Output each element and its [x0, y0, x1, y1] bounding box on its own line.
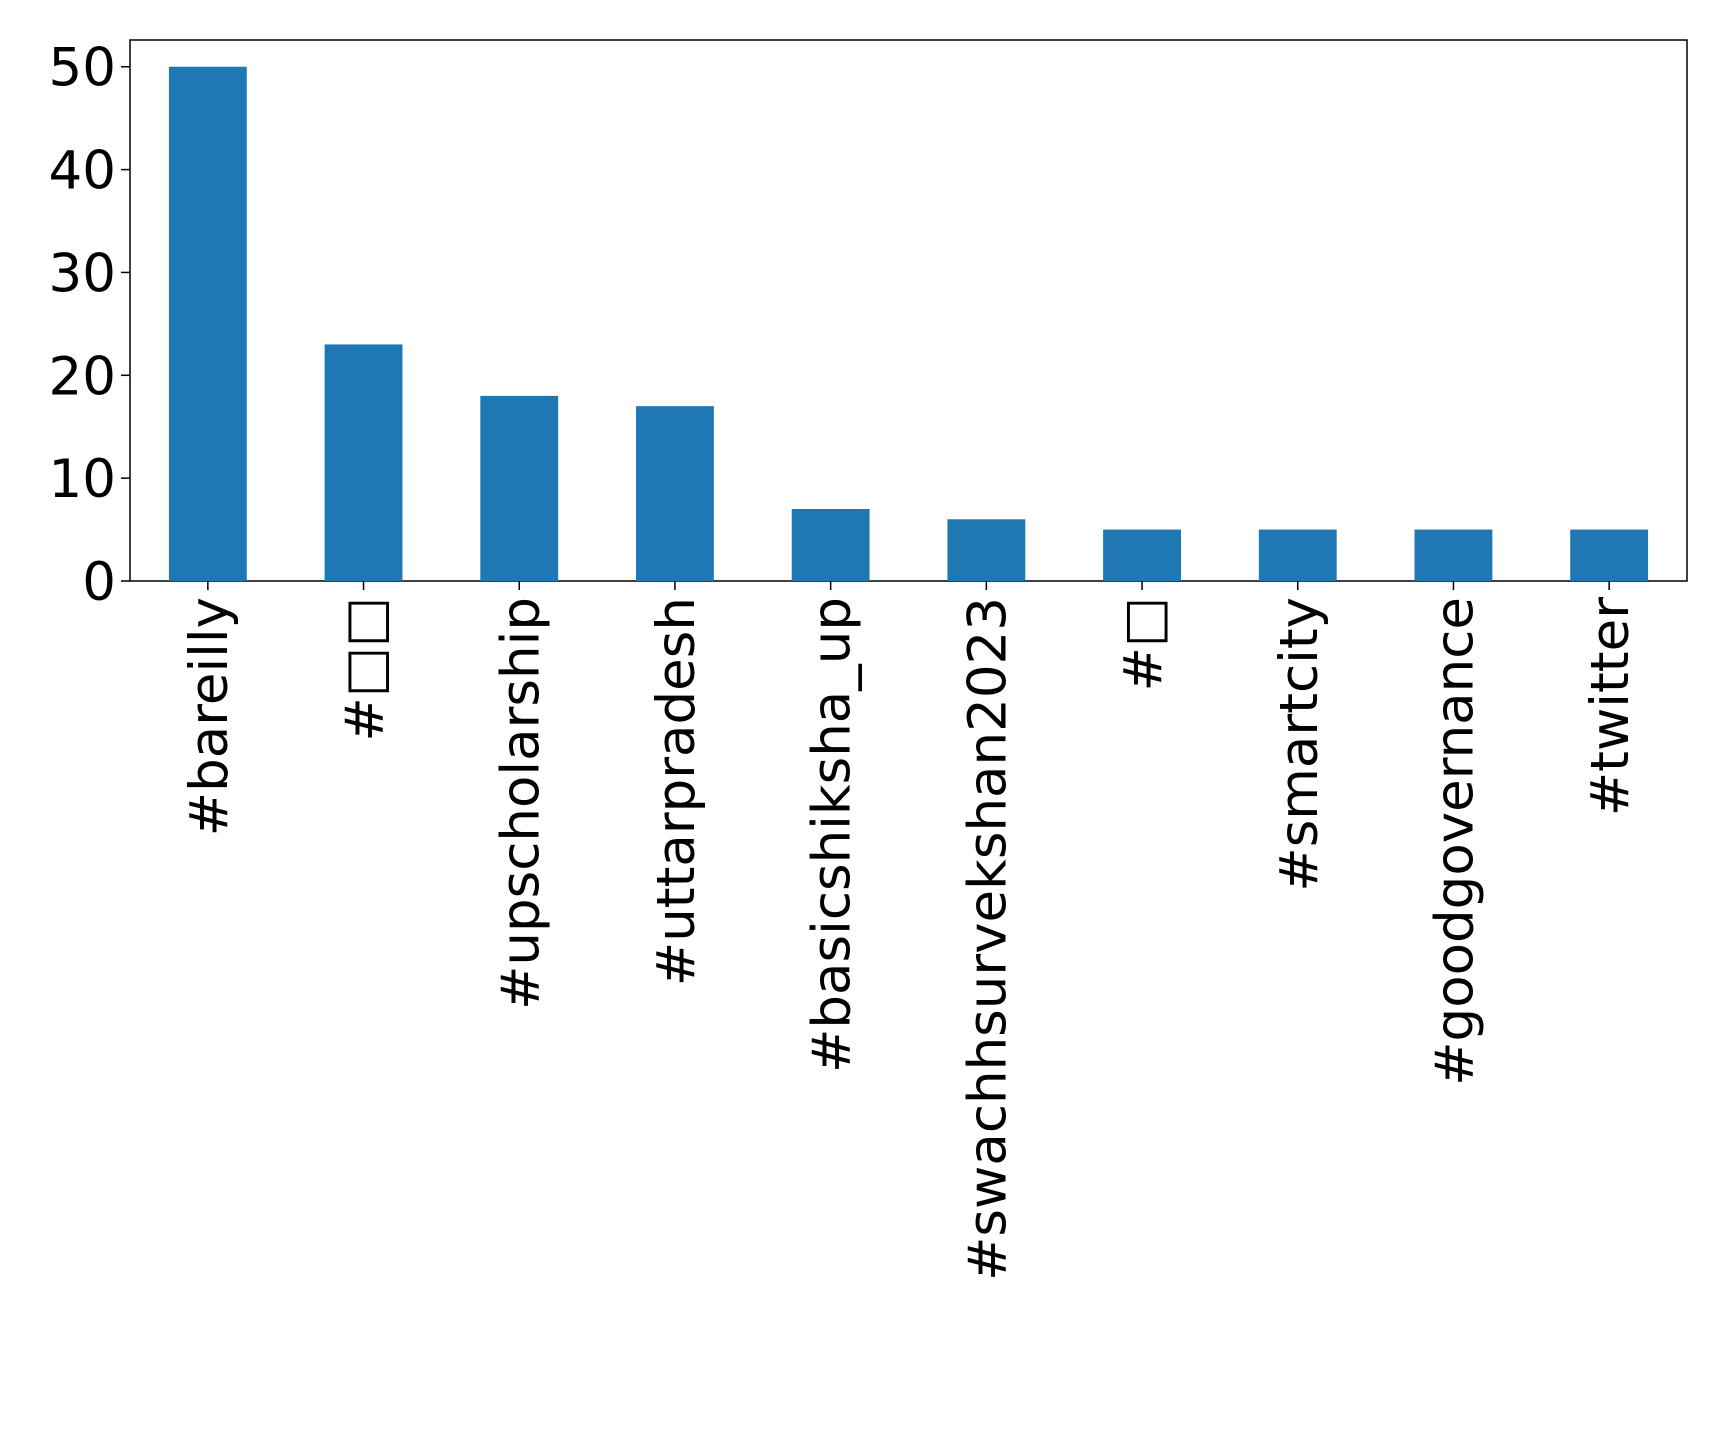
bar	[791, 509, 870, 581]
bar	[1570, 529, 1649, 581]
bar	[168, 66, 247, 581]
bar	[636, 406, 714, 581]
bar	[947, 519, 1026, 581]
x-tick-label: #□□	[335, 597, 396, 742]
y-tick-label: 0	[82, 552, 116, 613]
bar	[480, 395, 559, 581]
x-tick-label: #upscholarship	[490, 597, 551, 1010]
x-tick-label: #twitter	[1580, 597, 1641, 816]
y-tick-label: 40	[49, 141, 116, 202]
x-tick-label: #goodgovernance	[1424, 597, 1485, 1086]
bar	[1103, 529, 1181, 581]
x-tick-label: #swachhsurvekshan2023	[957, 597, 1018, 1281]
x-tick-label: #□	[1113, 597, 1174, 691]
x-tick-label: #bareilly	[179, 597, 240, 836]
x-tick-label: #smartcity	[1269, 597, 1330, 892]
bar	[1414, 529, 1493, 581]
x-tick-label: #uttarpradesh	[646, 597, 707, 986]
plot-frame	[129, 39, 1688, 582]
y-tick-label: 20	[49, 346, 116, 407]
bar	[1258, 529, 1337, 581]
y-tick-label: 30	[49, 243, 116, 304]
y-tick-label: 50	[49, 38, 116, 99]
bar	[324, 344, 403, 581]
y-tick-label: 10	[49, 449, 116, 510]
x-tick-label: #basicshiksha_up	[802, 597, 863, 1073]
